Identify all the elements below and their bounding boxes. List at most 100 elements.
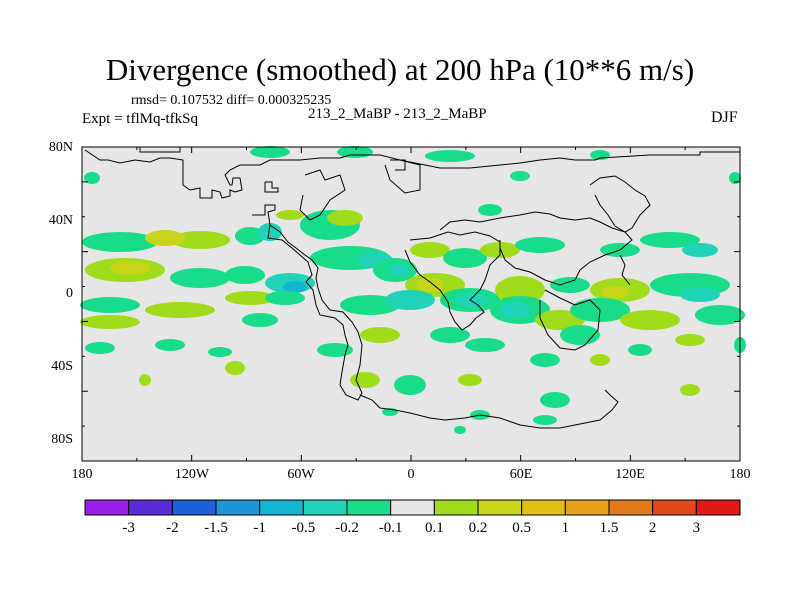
- colorbar-label: 0.1: [424, 520, 444, 536]
- divergence-patch: [250, 146, 290, 158]
- divergence-patch: [283, 281, 307, 293]
- colorbar-swatch: [84, 499, 130, 516]
- plot-title: Divergence (smoothed) at 200 hPa (10**6 …: [105, 52, 695, 87]
- colorbar-label: -1.5: [204, 520, 228, 536]
- divergence-patch: [225, 266, 265, 284]
- divergence-patch: [337, 146, 373, 158]
- divergence-patch: [235, 227, 265, 245]
- colorbar-label: -1: [253, 520, 266, 536]
- stats-line: rmsd= 0.107532 diff= 0.000325235: [131, 93, 332, 108]
- divergence-patch: [145, 230, 185, 246]
- divergence-patch: [350, 372, 380, 388]
- divergence-patch: [385, 290, 435, 310]
- colorbar-label: -3: [122, 520, 135, 536]
- divergence-patch: [416, 278, 444, 292]
- south-america-coast: [252, 204, 363, 401]
- divergence-patch: [145, 302, 215, 318]
- coastlines: [82, 146, 741, 429]
- colorbar-swatch: [128, 499, 173, 516]
- divergence-patch: [390, 264, 410, 276]
- colorbar-swatch: [390, 499, 435, 516]
- lon-tick-label: 120W: [174, 467, 210, 482]
- colorbar-label: -0.1: [378, 520, 403, 536]
- indonesia-coast: [619, 254, 631, 286]
- africa-coast: [404, 231, 501, 331]
- east-asia-coast: [589, 175, 651, 233]
- divergence-patch: [478, 204, 502, 216]
- divergence-patch: [515, 237, 565, 253]
- colorbar: [84, 499, 741, 516]
- divergence-patch: [258, 223, 282, 241]
- divergence-patch: [360, 327, 400, 343]
- divergence-patch: [620, 310, 680, 330]
- colorbar-label: -0.2: [335, 520, 359, 536]
- divergence-patch: [495, 276, 545, 304]
- divergence-patch: [225, 361, 245, 375]
- lon-tick-label: 60W: [287, 467, 315, 482]
- lon-tick-label: 180: [71, 467, 93, 482]
- divergence-patch: [80, 297, 140, 313]
- divergence-patch: [510, 171, 530, 181]
- antarctica-coast: [359, 389, 619, 429]
- colorbar-swatch: [346, 499, 392, 516]
- divergence-patch: [317, 343, 353, 357]
- greenland-coast: [384, 159, 421, 194]
- colorbar-swatch: [259, 499, 304, 516]
- colorbar-label: -0.5: [291, 520, 316, 536]
- lon-tick-label: 60E: [509, 467, 533, 482]
- divergence-patch: [456, 293, 488, 307]
- divergence-patch: [85, 342, 115, 354]
- divergence-patch: [628, 344, 652, 356]
- colorbar-swatch: [302, 499, 348, 516]
- divergence-patch: [110, 261, 150, 275]
- divergence-patch: [208, 347, 232, 357]
- colorbar-swatch: [564, 499, 610, 516]
- divergence-patch: [170, 268, 230, 288]
- divergence-patch: [533, 415, 557, 425]
- season-label: DJF: [711, 109, 738, 126]
- arctic-island-small-coast: [264, 181, 279, 193]
- divergence-patch: [680, 384, 700, 396]
- divergence-patch: [327, 210, 363, 226]
- colorbar-label: 0.2: [468, 520, 488, 536]
- divergence-patch: [680, 288, 720, 302]
- divergence-patch: [550, 277, 590, 293]
- colorbar-swatch: [608, 499, 654, 516]
- lon-tick-label: 180: [729, 467, 751, 482]
- center-subtitle: 213_2_MaBP - 213_2_MaBP: [308, 106, 487, 122]
- australia-coast: [539, 289, 601, 351]
- divergence-patch: [454, 426, 466, 434]
- divergence-patch: [729, 172, 741, 184]
- divergence-patch: [84, 172, 100, 184]
- divergence-patch: [443, 248, 487, 268]
- colorbar-swatch: [695, 499, 741, 516]
- divergence-patch: [530, 353, 560, 367]
- divergence-patch: [458, 374, 482, 386]
- divergence-fields: [80, 146, 746, 434]
- divergence-patch: [590, 354, 610, 366]
- divergence-patch: [499, 302, 531, 318]
- colorbar-label: 0.5: [512, 520, 532, 536]
- divergence-patch: [80, 315, 140, 329]
- divergence-patch: [560, 325, 600, 345]
- colorbar-label: 1: [561, 520, 570, 536]
- divergence-patch: [640, 232, 700, 248]
- divergence-patch: [155, 339, 185, 351]
- colorbar-swatch: [215, 499, 261, 516]
- divergence-patch: [695, 305, 745, 325]
- divergence-patch: [675, 334, 705, 346]
- lat-tick-label: 80S: [51, 432, 73, 447]
- divergence-patch: [535, 310, 585, 330]
- colorbar-label: 1.5: [599, 520, 619, 536]
- lon-tick-label: 0: [407, 467, 415, 482]
- divergence-patch: [242, 313, 278, 327]
- colorbar-swatch: [652, 499, 697, 516]
- lat-tick-label: 40N: [48, 213, 73, 228]
- lat-tick-label: 40S: [51, 359, 73, 374]
- divergence-patch: [601, 286, 629, 298]
- divergence-patch: [540, 392, 570, 408]
- divergence-patch: [430, 327, 470, 343]
- colorbar-label: 3: [692, 520, 701, 536]
- central-america-coast: [299, 169, 346, 221]
